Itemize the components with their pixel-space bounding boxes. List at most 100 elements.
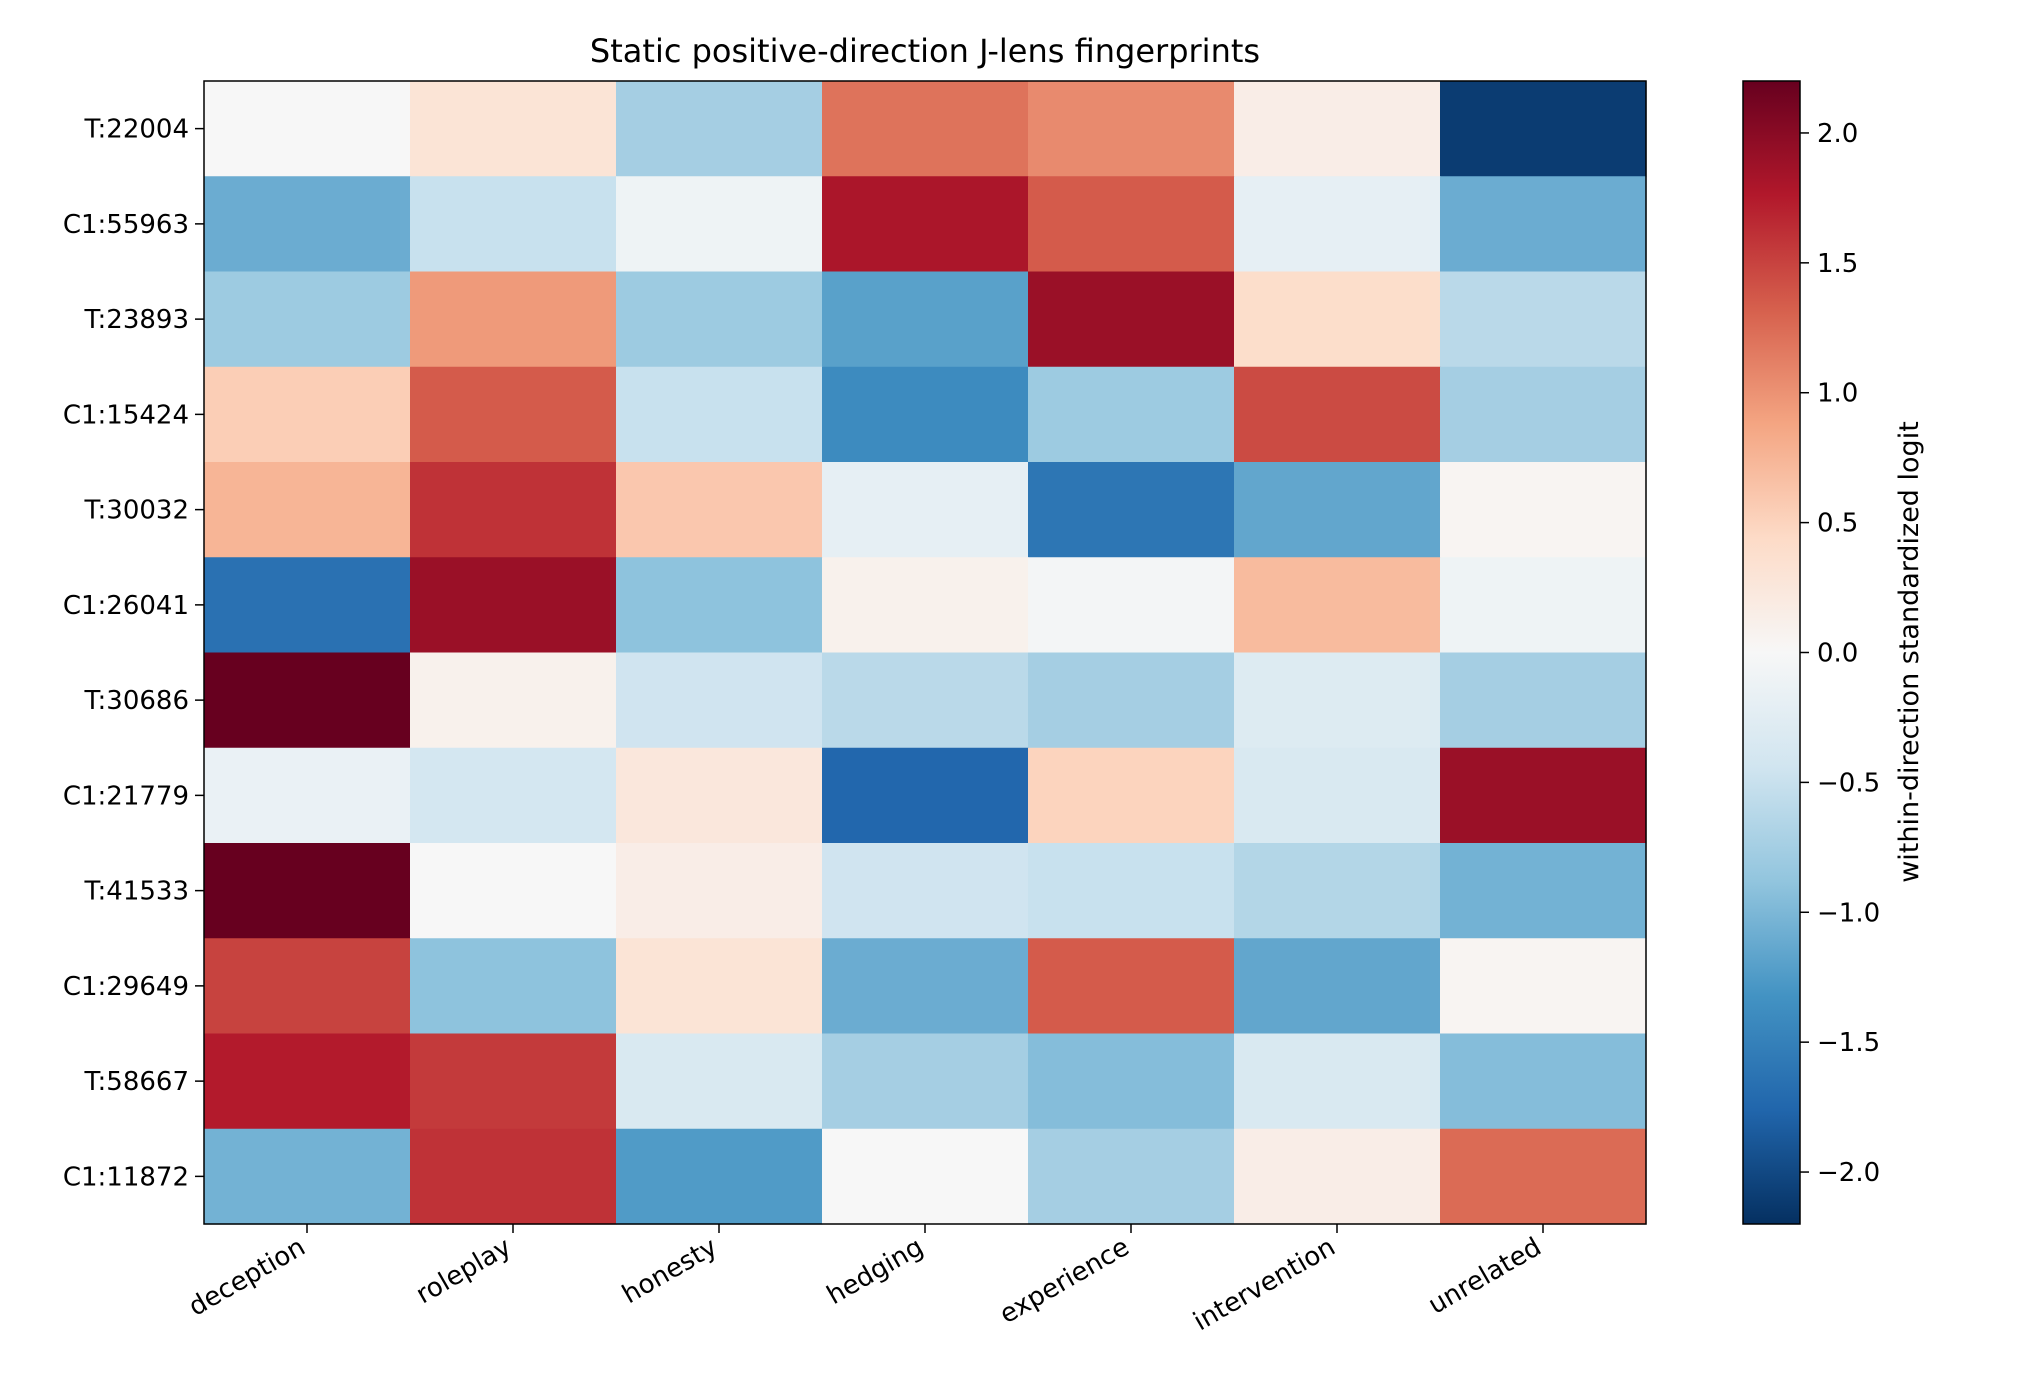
heatmap-cell <box>1440 462 1647 558</box>
colorbar-tick-label: −1.5 <box>1817 1028 1880 1058</box>
heatmap-cell <box>1028 271 1235 368</box>
heatmap-cell <box>1440 271 1647 368</box>
heatmap-cell <box>410 366 617 463</box>
heatmap-cell <box>204 557 411 654</box>
y-tick-label: T:58667 <box>84 1067 190 1097</box>
heatmap-cell <box>1028 652 1235 749</box>
heatmap-cell <box>1234 1033 1441 1130</box>
heatmap-cell <box>1440 366 1647 463</box>
colorbar-tick-label: 1.0 <box>1817 379 1858 409</box>
heatmap-cell <box>410 1033 617 1130</box>
y-tick-label: C1:26041 <box>63 591 189 621</box>
heatmap-cell <box>204 366 411 463</box>
heatmap-cell <box>1440 1033 1647 1130</box>
heatmap-cell <box>822 843 1029 939</box>
heatmap-cell <box>822 462 1029 558</box>
y-tick-label: C1:15424 <box>63 400 189 430</box>
heatmap-cell <box>204 271 411 368</box>
y-tick-label: C1:21779 <box>63 781 189 811</box>
heatmap-cell <box>822 1128 1029 1225</box>
heatmap-cell <box>1234 176 1441 273</box>
heatmap-cell <box>1234 747 1441 844</box>
heatmap-cell <box>1234 271 1441 368</box>
heatmap-cell <box>822 938 1029 1035</box>
x-tick-label: unrelated <box>1423 1232 1546 1320</box>
x-tick-label: intervention <box>1188 1232 1340 1337</box>
heatmap-cells <box>204 81 1647 1225</box>
heatmap-cell <box>1234 366 1441 463</box>
heatmap-cell <box>204 938 411 1035</box>
heatmap-cell <box>204 462 411 558</box>
heatmap-cell <box>204 1128 411 1225</box>
heatmap-cell <box>1234 462 1441 558</box>
heatmap-cell <box>1234 1128 1441 1225</box>
colorbar-tick-label: 0.5 <box>1817 509 1858 539</box>
heatmap-cell <box>410 652 617 749</box>
heatmap-cell <box>410 462 617 558</box>
colorbar-tick-label: 2.0 <box>1817 119 1858 149</box>
heatmap-cell <box>822 271 1029 368</box>
heatmap-cell <box>616 176 823 273</box>
heatmap-cell <box>616 747 823 844</box>
heatmap-cell <box>1234 938 1441 1035</box>
heatmap-cell <box>1028 176 1235 273</box>
colorbar <box>1742 80 1801 1225</box>
heatmap-cell <box>616 652 823 749</box>
chart-title: Static positive-direction J-lens fingerp… <box>590 32 1260 70</box>
x-tick-label: roleplay <box>411 1232 516 1310</box>
heatmap-cell <box>204 176 411 273</box>
heatmap-cell <box>1440 652 1647 749</box>
heatmap-cell <box>1234 843 1441 939</box>
heatmap-cell <box>204 1033 411 1130</box>
heatmap-cell <box>410 1128 617 1225</box>
x-axis-ticks: deception roleplay honesty hedging experienc… <box>184 1224 1547 1337</box>
y-tick-label: T:41533 <box>84 877 190 907</box>
heatmap-cell <box>822 1033 1029 1130</box>
heatmap-cell <box>1028 557 1235 654</box>
heatmap-cell <box>822 557 1029 654</box>
heatmap-cell <box>1440 747 1647 844</box>
heatmap-cell <box>616 462 823 558</box>
heatmap-cell <box>822 176 1029 273</box>
heatmap-cell <box>616 81 823 177</box>
heatmap-cell <box>1028 462 1235 558</box>
colorbar-tick-label: 0.0 <box>1817 639 1858 669</box>
heatmap-cell <box>1440 557 1647 654</box>
heatmap-cell <box>616 843 823 939</box>
heatmap-cell <box>204 81 411 177</box>
y-tick-label: C1:29649 <box>63 972 189 1002</box>
heatmap-cell <box>1234 557 1441 654</box>
heatmap-cell <box>616 557 823 654</box>
heatmap-cell <box>1440 1128 1647 1225</box>
colorbar-tick-label: −2.0 <box>1817 1158 1880 1188</box>
heatmap-cell <box>410 843 617 939</box>
heatmap-cell <box>822 81 1029 177</box>
heatmap-cell <box>410 747 617 844</box>
y-tick-label: C1:55963 <box>63 210 189 240</box>
heatmap-cell <box>616 271 823 368</box>
heatmap-cell <box>410 176 617 273</box>
heatmap-cell <box>1440 843 1647 939</box>
heatmap-cell <box>1028 938 1235 1035</box>
y-tick-label: T:23893 <box>84 305 190 335</box>
heatmap-cell <box>1440 176 1647 273</box>
colorbar-ticks: 2.0 1.5 1.0 0.5 0.0 −0.5 −1.0 −1.5 −2.0 <box>1800 119 1880 1188</box>
heatmap-cell <box>616 1033 823 1130</box>
heatmap-cell <box>1440 938 1647 1035</box>
heatmap-cell <box>1028 747 1235 844</box>
heatmap-cell <box>1028 843 1235 939</box>
x-tick-label: hedging <box>822 1232 929 1311</box>
x-tick-label: deception <box>184 1232 311 1323</box>
y-tick-label: T:30686 <box>84 686 190 716</box>
heatmap-cell <box>204 747 411 844</box>
heatmap-cell <box>822 366 1029 463</box>
heatmap-cell <box>410 271 617 368</box>
heatmap-cell <box>410 81 617 177</box>
heatmap-cell <box>822 747 1029 844</box>
heatmap-cell <box>1028 81 1235 177</box>
heatmap-cell <box>204 652 411 749</box>
heatmap-cell <box>822 652 1029 749</box>
colorbar-label: within-direction standardized logit <box>1894 421 1925 883</box>
y-tick-label: T:30032 <box>84 496 190 526</box>
x-tick-label: experience <box>995 1232 1135 1330</box>
